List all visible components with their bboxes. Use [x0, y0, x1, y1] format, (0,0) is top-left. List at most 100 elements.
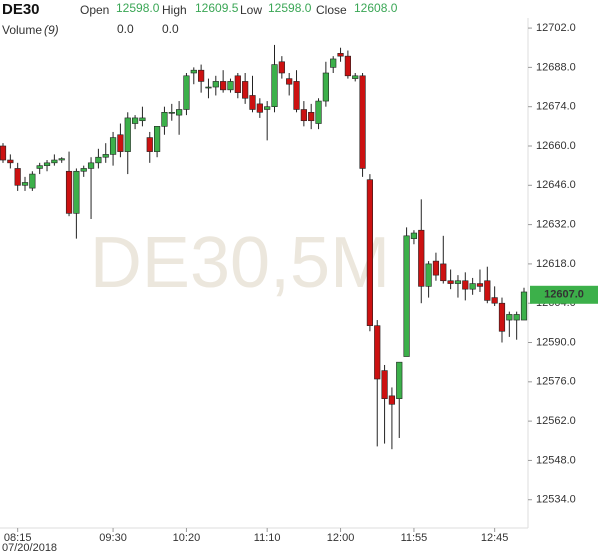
candle-body	[139, 117, 146, 122]
candle-body	[293, 81, 300, 110]
last-price-tag	[530, 285, 598, 304]
y-tick-label: 12632.0	[536, 219, 576, 231]
candle-body	[498, 302, 506, 332]
candle-body	[469, 283, 476, 290]
x-tick-label: 12:45	[481, 532, 509, 544]
candle-body	[65, 170, 73, 214]
candle-body	[190, 69, 197, 74]
candle-body	[388, 395, 396, 405]
open-label: Open	[80, 3, 109, 17]
volume-value: 0.0	[117, 22, 134, 36]
candle-body	[264, 106, 271, 110]
candle-body	[344, 55, 351, 77]
candle-body	[183, 75, 190, 110]
candle-body	[359, 75, 366, 169]
candle-body	[14, 168, 21, 186]
candle-body	[176, 109, 183, 116]
y-tick-label: 12590.0	[536, 336, 576, 348]
y-tick-label: 12660.0	[536, 140, 576, 152]
high-value: 12609.5	[195, 1, 239, 15]
y-tick-label: 12534.0	[536, 494, 576, 506]
x-tick-label: 11:55	[401, 532, 428, 544]
candle-body	[286, 78, 293, 85]
y-tick-label: 12646.0	[536, 179, 576, 191]
candle-body	[29, 173, 36, 189]
candle-body	[109, 137, 117, 155]
candle-body	[234, 75, 241, 93]
candle-body	[256, 103, 263, 113]
x-tick-label: 10:20	[173, 532, 201, 544]
y-tick-label: 12674.0	[536, 101, 576, 113]
candle-body	[43, 162, 51, 166]
chart-title: DE30	[2, 1, 40, 18]
candle-body	[161, 111, 168, 127]
candle-body	[374, 325, 381, 380]
y-tick-label: 12702.0	[536, 22, 576, 34]
y-tick-label: 12618.0	[536, 258, 576, 270]
candle-body	[366, 179, 374, 326]
last-price-label: 12607.0	[544, 289, 584, 301]
candle-body	[242, 81, 249, 99]
watermark: DE30,5M	[90, 223, 390, 303]
candle-body	[124, 117, 131, 152]
candle-body	[131, 117, 139, 124]
candle-body	[425, 263, 432, 287]
open-value: 12598.0	[116, 1, 160, 15]
volume-period: (9)	[44, 23, 59, 37]
x-tick-label: 08:15	[4, 532, 32, 544]
candle-body	[36, 165, 43, 169]
candle-body	[506, 314, 513, 321]
volume-value: 0.0	[162, 22, 179, 36]
candle-body	[352, 75, 359, 79]
close-label: Close	[316, 3, 347, 17]
candle-body	[205, 86, 212, 89]
candle-body	[212, 81, 219, 88]
high-label: High	[162, 3, 187, 17]
candle-body	[308, 111, 315, 122]
y-tick-label: 12688.0	[536, 61, 576, 73]
volume-label: Volume	[2, 23, 42, 37]
candle-body	[153, 126, 161, 152]
candle-body	[315, 100, 322, 124]
candle-body	[95, 156, 102, 164]
candle-body	[462, 280, 469, 290]
candle-body	[300, 109, 307, 122]
candle-body	[7, 159, 14, 164]
candle-body	[491, 297, 498, 304]
y-tick-label: 12576.0	[536, 376, 576, 388]
candle-body	[403, 235, 410, 357]
candle-body	[330, 58, 337, 68]
candle-body	[21, 182, 29, 186]
x-tick-label: 09:30	[99, 532, 127, 544]
candle-body	[432, 260, 440, 276]
low-label: Low	[240, 3, 262, 17]
candle-body	[227, 81, 234, 91]
candle-body	[418, 229, 425, 287]
candle-body	[146, 137, 153, 152]
candle-body	[447, 280, 454, 284]
close-value: 12608.0	[354, 1, 398, 15]
candle-body	[117, 134, 124, 152]
x-tick-label: 12:00	[327, 532, 355, 544]
candle-body	[476, 283, 484, 287]
candle-body	[0, 145, 7, 161]
candle-body	[381, 370, 388, 399]
candle-body	[220, 81, 227, 91]
date-label: 07/20/2018	[2, 542, 57, 554]
candle-body	[87, 162, 95, 169]
candle-body	[249, 95, 256, 110]
candle-body	[484, 280, 491, 301]
candle-body	[51, 159, 58, 164]
candle-body	[168, 111, 175, 114]
candle-body	[337, 53, 344, 57]
candle-body	[80, 168, 87, 172]
candle-body	[322, 72, 329, 102]
candle-body	[454, 280, 462, 284]
candle-body	[198, 69, 205, 82]
low-value: 12598.0	[268, 1, 312, 15]
candle-body	[513, 314, 520, 321]
candle-body	[58, 158, 65, 161]
candle-body	[102, 154, 109, 158]
x-tick-label: 11:10	[254, 532, 281, 544]
